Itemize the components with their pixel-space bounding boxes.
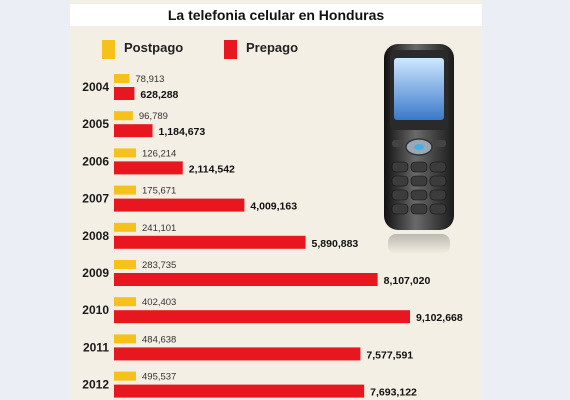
bar-prepago xyxy=(114,273,378,286)
year-label: 2011 xyxy=(83,340,109,354)
bar-postpago xyxy=(114,297,136,307)
bar-postpago xyxy=(114,371,136,381)
legend-label-postpago: Postpago xyxy=(124,40,184,55)
legend: Postpago Prepago xyxy=(102,38,362,62)
bar-postpago xyxy=(114,334,136,344)
value-label-postpago: 96,789 xyxy=(139,111,168,122)
value-label-prepago: 2,114,542 xyxy=(189,163,235,175)
year-label: 2009 xyxy=(82,266,109,280)
bar-postpago xyxy=(114,185,136,195)
bar-postpago xyxy=(114,260,136,269)
value-label-postpago: 484,638 xyxy=(142,334,176,345)
year-label: 2004 xyxy=(82,80,109,94)
year-label: 2008 xyxy=(82,229,109,243)
year-label: 2006 xyxy=(82,154,109,168)
value-label-postpago: 495,537 xyxy=(142,372,176,383)
value-label-postpago: 283,735 xyxy=(142,260,176,271)
value-label-prepago: 5,890,883 xyxy=(312,238,359,250)
value-label-prepago: 4,009,163 xyxy=(250,201,297,213)
bar-prepago xyxy=(114,87,135,100)
value-label-prepago: 9,102,668 xyxy=(416,312,463,324)
bar-prepago xyxy=(114,235,306,249)
year-label: 2005 xyxy=(82,117,109,131)
year-label: 2007 xyxy=(82,192,109,206)
bar-prepago xyxy=(114,384,365,398)
bar-postpago xyxy=(114,148,136,158)
cell-phone-icon xyxy=(384,44,454,254)
bar-prepago xyxy=(114,124,153,138)
year-label: 2010 xyxy=(82,303,109,317)
value-label-postpago: 402,403 xyxy=(142,297,176,308)
year-label: 2012 xyxy=(82,378,109,392)
bar-prepago xyxy=(114,161,183,175)
bar-prepago xyxy=(114,347,361,361)
value-label-prepago: 1,184,673 xyxy=(159,126,206,138)
bar-postpago xyxy=(114,111,133,121)
value-label-postpago: 175,671 xyxy=(142,186,176,197)
legend-swatch-prepago xyxy=(224,40,237,59)
chart-title: La telefonia celular en Honduras xyxy=(70,4,482,26)
legend-label-prepago: Prepago xyxy=(246,40,299,55)
value-label-prepago: 628,288 xyxy=(140,89,178,101)
value-label-prepago: 7,693,122 xyxy=(370,387,417,399)
value-label-prepago: 7,577,591 xyxy=(366,349,413,361)
value-label-postpago: 126,214 xyxy=(142,148,176,159)
bar-postpago xyxy=(114,222,136,232)
value-label-prepago: 8,107,020 xyxy=(384,275,431,287)
value-label-postpago: 78,913 xyxy=(135,74,164,85)
legend-swatch-postpago xyxy=(102,40,115,59)
bar-prepago xyxy=(114,198,245,212)
value-label-postpago: 241,101 xyxy=(142,223,176,234)
bar-postpago xyxy=(114,74,130,83)
bar-prepago xyxy=(114,310,410,324)
